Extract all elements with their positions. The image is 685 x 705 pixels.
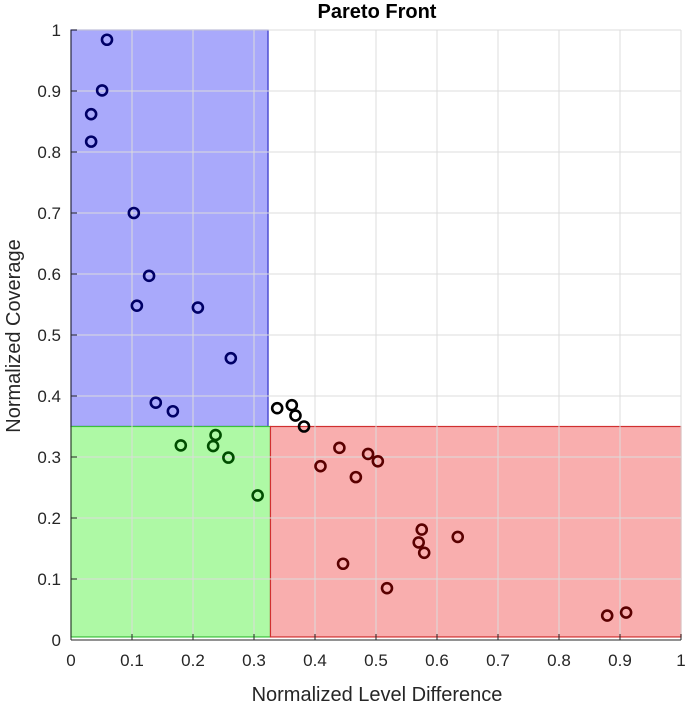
y-tick-label: 0.3 <box>37 448 61 467</box>
data-point <box>412 536 426 549</box>
data-point <box>451 530 465 544</box>
data-point <box>417 546 431 560</box>
data-point <box>371 454 385 468</box>
x-tick-label: 0.6 <box>425 651 449 670</box>
x-tick-label: 0.4 <box>303 651 327 670</box>
y-axis-label: Normalized Coverage <box>3 239 25 432</box>
region-green <box>70 425 272 638</box>
y-tick-label: 0.1 <box>37 570 61 589</box>
data-point <box>380 581 394 595</box>
data-point <box>415 523 429 536</box>
y-tick-label: 0.7 <box>37 204 61 223</box>
data-point <box>297 420 311 433</box>
data-point <box>361 447 375 461</box>
y-tick-label: 0.8 <box>37 143 61 162</box>
y-tick-label: 0.6 <box>37 265 61 284</box>
region-red <box>269 425 682 638</box>
region-blue <box>70 29 269 428</box>
data-point <box>289 409 302 422</box>
data-point <box>251 489 264 502</box>
x-tick-label: 0.2 <box>181 651 205 670</box>
data-point <box>333 441 346 455</box>
data-point <box>127 206 141 220</box>
data-point <box>166 404 180 418</box>
data-point <box>285 398 299 412</box>
y-tick-label: 1 <box>52 21 61 40</box>
x-tick-label: 0.3 <box>242 651 266 670</box>
data-point <box>619 606 633 619</box>
data-points <box>84 33 633 622</box>
data-point <box>130 299 144 313</box>
data-point <box>206 439 220 453</box>
x-axis-label: Normalized Level Difference <box>252 684 503 705</box>
data-point <box>222 451 235 464</box>
data-point <box>84 135 98 148</box>
data-point <box>100 33 114 47</box>
y-tick-label: 0.4 <box>37 387 61 406</box>
x-tick-label: 1 <box>676 651 685 670</box>
data-point <box>209 428 222 442</box>
x-tick-label: 0.7 <box>486 651 510 670</box>
y-tick-label: 0 <box>52 631 61 650</box>
data-point <box>191 301 205 314</box>
x-tick-label: 0 <box>66 651 75 670</box>
x-tick-label: 0.1 <box>120 651 144 670</box>
data-point <box>149 396 163 410</box>
data-point <box>95 84 109 97</box>
x-tick-label: 0.5 <box>364 651 388 670</box>
data-point <box>224 351 238 365</box>
data-point <box>349 470 363 484</box>
y-tick-label: 0.5 <box>37 326 61 345</box>
data-point <box>174 439 188 452</box>
ticks: 0 0.1 0.2 0.3 0.4 0.5 0.6 0.7 0.8 0.9 1 0 0.1 0.2 0.3 0… <box>37 21 685 670</box>
x-tick-label: 0.8 <box>547 651 571 670</box>
chart-title: Pareto Front <box>318 1 437 23</box>
x-tick-label: 0.9 <box>608 651 632 670</box>
data-point <box>600 609 614 622</box>
region-layer <box>70 29 682 638</box>
data-point <box>270 401 284 415</box>
y-tick-label: 0.2 <box>37 509 61 528</box>
data-point <box>142 269 156 283</box>
data-point <box>314 459 327 473</box>
data-point <box>336 557 350 571</box>
y-tick-label: 0.9 <box>37 82 61 101</box>
data-point <box>84 107 98 121</box>
